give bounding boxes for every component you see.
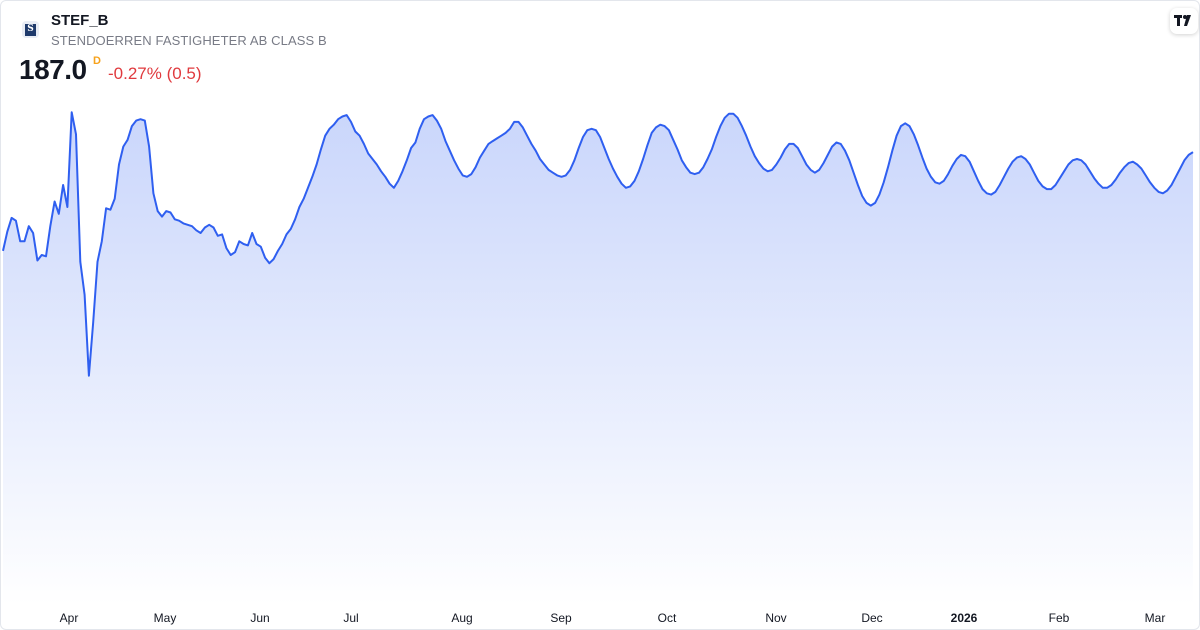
x-tick-label: May [154, 611, 177, 625]
x-tick-label: Aug [451, 611, 472, 625]
x-tick-label: 2026 [951, 611, 978, 625]
tradingview-icon [1174, 15, 1191, 26]
x-tick-label: Oct [658, 611, 677, 625]
x-tick-label: Mar [1145, 611, 1166, 625]
x-tick-label: Feb [1049, 611, 1070, 625]
x-tick-label: Nov [765, 611, 786, 625]
last-price: 187.0 [19, 54, 87, 85]
price-line [2, 111, 1194, 377]
ticker-symbol: STEF_B [51, 12, 109, 29]
company-name: STENDOERREN FASTIGHETER AB CLASS B [51, 33, 327, 48]
company-logo-letter: S [25, 23, 36, 36]
company-logo: S [22, 21, 39, 38]
price-change: -0.27% (0.5) [108, 64, 202, 83]
x-tick-label: Dec [861, 611, 882, 625]
x-tick-label: Jun [250, 611, 269, 625]
interval-badge: D [93, 55, 101, 67]
x-axis-labels: Apr May Jun Jul Aug Sep Oct Nov Dec 2026 Feb Mar [60, 611, 1166, 625]
x-tick-label: Apr [60, 611, 79, 625]
x-tick-label: Jul [343, 611, 358, 625]
price-area-fill [3, 112, 1193, 606]
tradingview-logo-button[interactable] [1170, 8, 1198, 34]
x-tick-label: Sep [550, 611, 572, 625]
